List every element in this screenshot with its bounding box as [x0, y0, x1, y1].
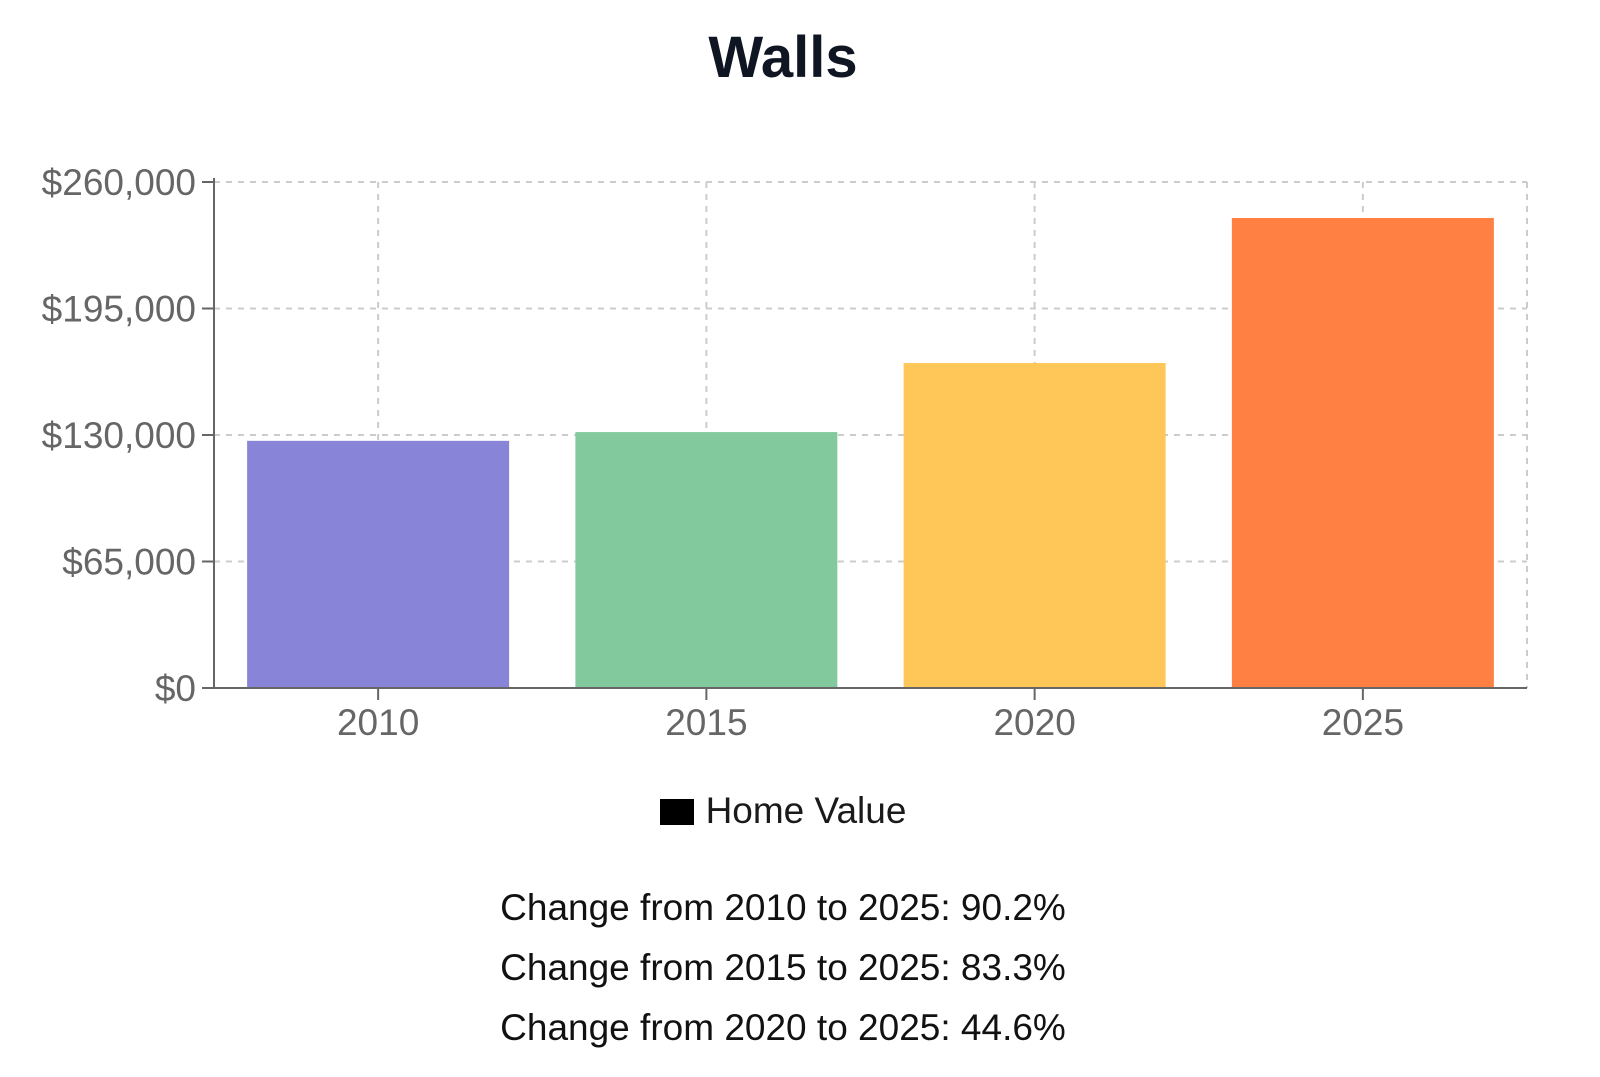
bars: [247, 218, 1494, 688]
x-tick-label: 2015: [665, 702, 747, 743]
chart-title: Walls: [708, 25, 858, 90]
bar-chart: $0$65,000$130,000$195,000$260,000 2010 20…: [42, 162, 1528, 743]
change-summary: Change from 2010 to 2025: 90.2% Change f…: [0, 878, 1566, 1058]
y-tick-label: $130,000: [42, 415, 196, 456]
x-tick-label: 2025: [1322, 702, 1404, 743]
change-line: Change from 2015 to 2025: 83.3%: [500, 947, 1066, 988]
change-line: Change from 2020 to 2025: 44.6%: [500, 1007, 1066, 1048]
x-tick-label: 2010: [337, 702, 419, 743]
y-tick-label: $65,000: [62, 542, 196, 583]
x-tick-label: 2020: [993, 702, 1075, 743]
y-tick-labels: $0 $65,000 $130,000 $195,000 $260,000: [42, 162, 196, 709]
legend-label: Home Value: [705, 790, 907, 831]
bar-2010: [247, 440, 510, 688]
bar-2025: [1231, 218, 1494, 688]
axes: [202, 178, 1527, 700]
y-tick-label: $195,000: [42, 289, 196, 330]
bar-2015: [575, 432, 838, 688]
x-tick-labels: 2010 2015 2020 2025: [337, 702, 1404, 743]
legend-swatch: [659, 799, 694, 825]
bar-2020: [903, 362, 1166, 688]
legend: Home Value: [0, 790, 1566, 832]
change-line: Change from 2010 to 2025: 90.2%: [500, 887, 1066, 928]
y-tick-label: $0: [155, 668, 196, 709]
y-tick-label: $260,000: [42, 162, 196, 203]
